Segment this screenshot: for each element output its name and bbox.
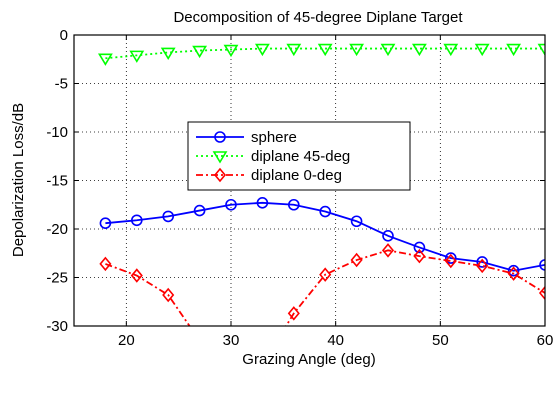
- data-point: [317, 43, 333, 57]
- data-point: [443, 43, 459, 57]
- x-tick-label: 20: [118, 332, 135, 349]
- data-point: [223, 44, 239, 58]
- data-point: [162, 287, 175, 303]
- data-point: [226, 398, 236, 402]
- y-tick-label: -15: [46, 173, 68, 190]
- series-diplane-45-deg: [97, 43, 545, 66]
- data-point: [195, 335, 205, 347]
- data-point: [507, 264, 520, 277]
- legend-label: diplane 0-deg: [251, 167, 342, 184]
- data-point: [444, 252, 457, 264]
- series-sphere: [99, 197, 545, 277]
- data-point: [411, 43, 427, 57]
- legend-label: diplane 45-deg: [251, 148, 350, 165]
- series-layer: [97, 43, 545, 402]
- x-axis-label: Grazing Angle (deg): [242, 351, 375, 368]
- legend: sphere diplane 45-deg diplane 0-deg: [187, 121, 411, 191]
- series-line: [105, 249, 545, 326]
- data-point: [160, 47, 176, 61]
- plot-frame: [73, 34, 546, 327]
- grid-layer: [74, 35, 545, 326]
- y-tick-label: -25: [46, 270, 68, 287]
- data-point: [287, 306, 300, 321]
- data-point: [381, 243, 395, 258]
- data-point: [537, 43, 545, 57]
- data-point: [413, 241, 426, 254]
- x-tick-label: 30: [223, 332, 240, 349]
- series-line: [105, 201, 545, 272]
- data-point: [192, 45, 208, 59]
- data-point: [444, 253, 457, 269]
- chart-title: Decomposition of 45-degree Diplane Targe…: [173, 9, 463, 26]
- x-tick-label: 40: [327, 332, 344, 349]
- data-point: [474, 43, 490, 57]
- ticks-layer: 20 30 40 50 60 0 -5 -10 -15 -20 -25 -30: [46, 27, 553, 349]
- data-point: [476, 256, 489, 268]
- data-point: [131, 214, 143, 227]
- y-tick-label: -5: [55, 76, 68, 93]
- data-point: [286, 43, 302, 57]
- data-point: [97, 53, 113, 66]
- data-point: [506, 43, 522, 57]
- legend-box: [187, 121, 411, 191]
- legend-marker: [213, 167, 227, 183]
- data-point: [382, 229, 394, 242]
- series-diplane-0-deg: [99, 243, 545, 402]
- data-point: [538, 285, 545, 301]
- data-point: [319, 205, 332, 218]
- y-tick-label: -20: [46, 221, 68, 238]
- data-point: [380, 43, 396, 57]
- data-point: [413, 248, 426, 264]
- data-point: [225, 198, 237, 211]
- data-point: [99, 217, 112, 229]
- data-point: [539, 259, 545, 271]
- x-tick-label: 60: [537, 332, 554, 349]
- data-point: [99, 256, 112, 272]
- legend-marker: [212, 151, 228, 164]
- data-point: [319, 267, 332, 282]
- data-point: [129, 50, 145, 63]
- data-point: [193, 204, 206, 217]
- x-tick-label: 50: [432, 332, 449, 349]
- data-point: [350, 215, 363, 228]
- data-point: [130, 268, 143, 283]
- data-point: [349, 43, 365, 57]
- y-tick-label: -10: [46, 124, 68, 141]
- data-point: [256, 197, 269, 209]
- data-point: [507, 266, 520, 281]
- series-line: [105, 47, 545, 60]
- legend-label: sphere: [251, 129, 297, 146]
- data-point: [254, 43, 270, 57]
- legend-marker: [214, 131, 226, 143]
- data-point: [162, 210, 174, 223]
- data-point: [476, 258, 489, 274]
- data-point: [350, 252, 363, 268]
- y-tick-label: 0: [60, 27, 68, 44]
- y-tick-label: -30: [46, 318, 68, 335]
- data-point: [287, 198, 300, 211]
- y-axis-label: Depolarization Loss/dB: [10, 103, 27, 257]
